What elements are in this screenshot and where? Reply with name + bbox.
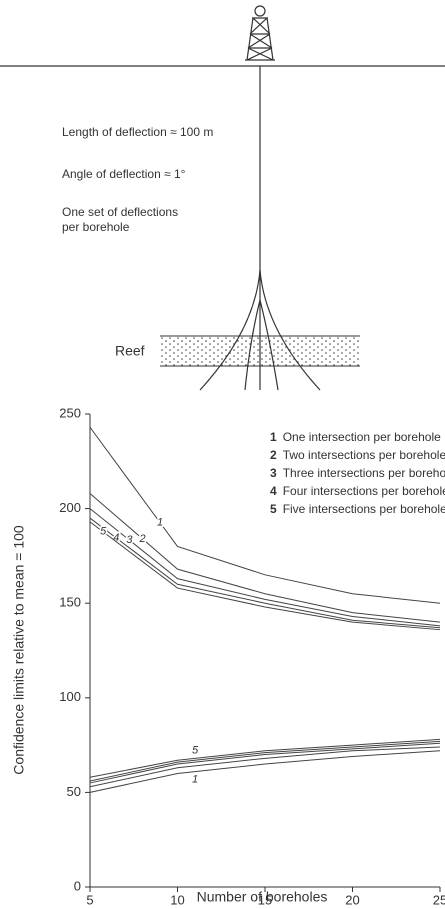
diagram: Length of deflection ≈ 100 m Angle of de… bbox=[0, 6, 445, 390]
curve-key: 3 bbox=[126, 534, 133, 546]
note: Length of deflection ≈ 100 m bbox=[62, 125, 213, 139]
y-tick-label: 0 bbox=[74, 878, 81, 893]
y-tick-label: 200 bbox=[59, 500, 81, 515]
legend-key: 5 bbox=[270, 502, 277, 516]
curve-key: 2 bbox=[138, 533, 145, 545]
y-tick-label: 50 bbox=[67, 784, 81, 799]
curve-key: 5 bbox=[100, 526, 107, 538]
series-line bbox=[90, 509, 440, 626]
note: per borehole bbox=[62, 220, 130, 234]
reef-band bbox=[160, 336, 360, 366]
x-tick-label: 20 bbox=[345, 892, 359, 907]
legend-label: Two intersections per borehole bbox=[283, 448, 445, 462]
legend-entry: 3 Three intersections per borehole bbox=[270, 466, 445, 480]
legend-label: Four intersections per borehole bbox=[283, 484, 445, 498]
note: Angle of deflection ≈ 1° bbox=[62, 167, 186, 181]
legend-entry: 4 Four intersections per borehole bbox=[270, 484, 445, 498]
note: One set of deflections bbox=[62, 205, 178, 219]
page: Length of deflection ≈ 100 m Angle of de… bbox=[0, 0, 445, 909]
legend-label: One intersection per borehole bbox=[283, 430, 441, 444]
curve-key: 5 bbox=[192, 744, 199, 756]
legend-key: 1 bbox=[270, 430, 277, 444]
legend-key: 3 bbox=[270, 466, 277, 480]
y-tick-label: 250 bbox=[59, 405, 81, 420]
y-tick-label: 150 bbox=[59, 595, 81, 610]
legend-label: Three intersections per borehole bbox=[283, 466, 445, 480]
y-tick-label: 100 bbox=[59, 689, 81, 704]
reef-label: Reef bbox=[115, 343, 145, 359]
y-axis-label: Confidence limits relative to mean = 100 bbox=[11, 525, 27, 775]
x-tick-label: 25 bbox=[433, 892, 445, 907]
legend-entry: 1 One intersection per borehole bbox=[270, 430, 441, 444]
legend-key: 2 bbox=[270, 448, 277, 462]
legend-key: 4 bbox=[270, 484, 277, 498]
x-tick-label: 15 bbox=[258, 892, 272, 907]
chart: Number of boreholes Confidence limits re… bbox=[11, 405, 445, 907]
derrick bbox=[245, 6, 275, 60]
legend-entry: 5 Five intersections per borehole bbox=[270, 502, 445, 516]
legend-entry: 2 Two intersections per borehole bbox=[270, 448, 445, 462]
curve-key: 1 bbox=[157, 517, 163, 529]
curve-key: 1 bbox=[192, 773, 198, 785]
legend-label: Five intersections per borehole bbox=[283, 502, 445, 516]
x-tick-label: 10 bbox=[170, 892, 184, 907]
x-tick-label: 5 bbox=[86, 892, 93, 907]
